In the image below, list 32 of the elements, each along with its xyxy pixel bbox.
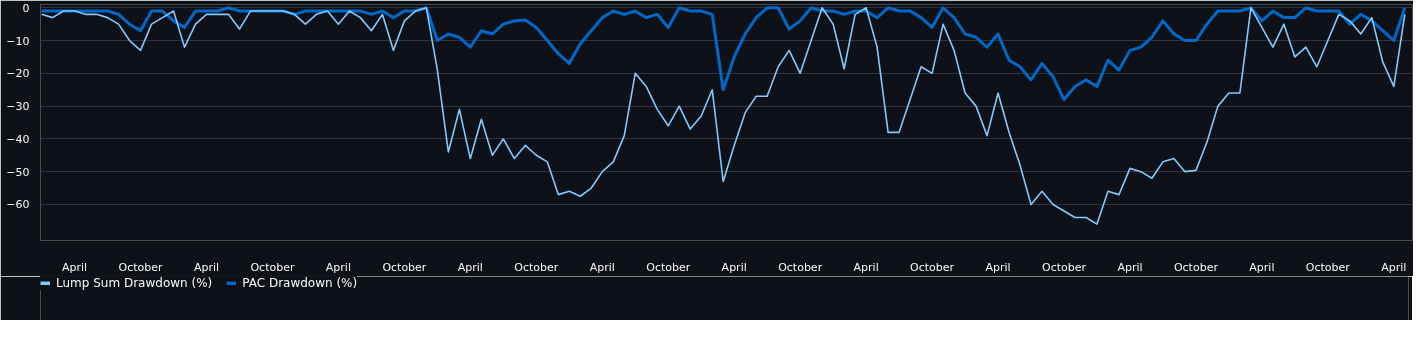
y-tick-label: −10 xyxy=(6,34,30,48)
x-tick-label: October xyxy=(514,260,559,274)
x-tick-label: April xyxy=(853,260,879,274)
y-tick-label: −40 xyxy=(6,132,30,146)
x-tick-label: October xyxy=(118,260,164,274)
y-tick-label: −30 xyxy=(6,100,30,114)
x-tick-label: April xyxy=(62,260,88,274)
x-tick-label: October xyxy=(1305,260,1351,274)
x-tick-label: October xyxy=(250,260,295,274)
x-tick-label: October xyxy=(382,260,427,274)
y-tick-label: −50 xyxy=(6,165,30,179)
x-tick-label: April xyxy=(1117,260,1143,274)
x-tick-label: October xyxy=(778,260,823,274)
y-tick-label: −60 xyxy=(6,198,30,212)
x-tick-label: October xyxy=(1173,260,1219,274)
x-tick-label: April xyxy=(193,260,220,274)
legend-label: Lump Sum Drawdown (%) xyxy=(56,276,213,290)
x-tick-label: April xyxy=(589,260,615,274)
x-tick-label: April xyxy=(457,260,483,274)
x-tick-label: April xyxy=(1249,260,1275,274)
x-tick-label: October xyxy=(646,260,691,274)
line-series xyxy=(40,6,1406,225)
y-tick-label: −20 xyxy=(6,67,30,81)
y-tick-label: 0 xyxy=(22,1,30,15)
x-tick-label: October xyxy=(910,260,955,274)
x-tick-label: April xyxy=(721,260,747,274)
line-series xyxy=(40,6,1407,102)
x-tick-label: April xyxy=(985,260,1011,274)
x-tick-label: April xyxy=(325,260,352,274)
legend-label: PAC Drawdown (%) xyxy=(242,276,358,290)
x-tick-label: October xyxy=(1041,260,1087,274)
x-tick-label: April xyxy=(1381,260,1407,274)
